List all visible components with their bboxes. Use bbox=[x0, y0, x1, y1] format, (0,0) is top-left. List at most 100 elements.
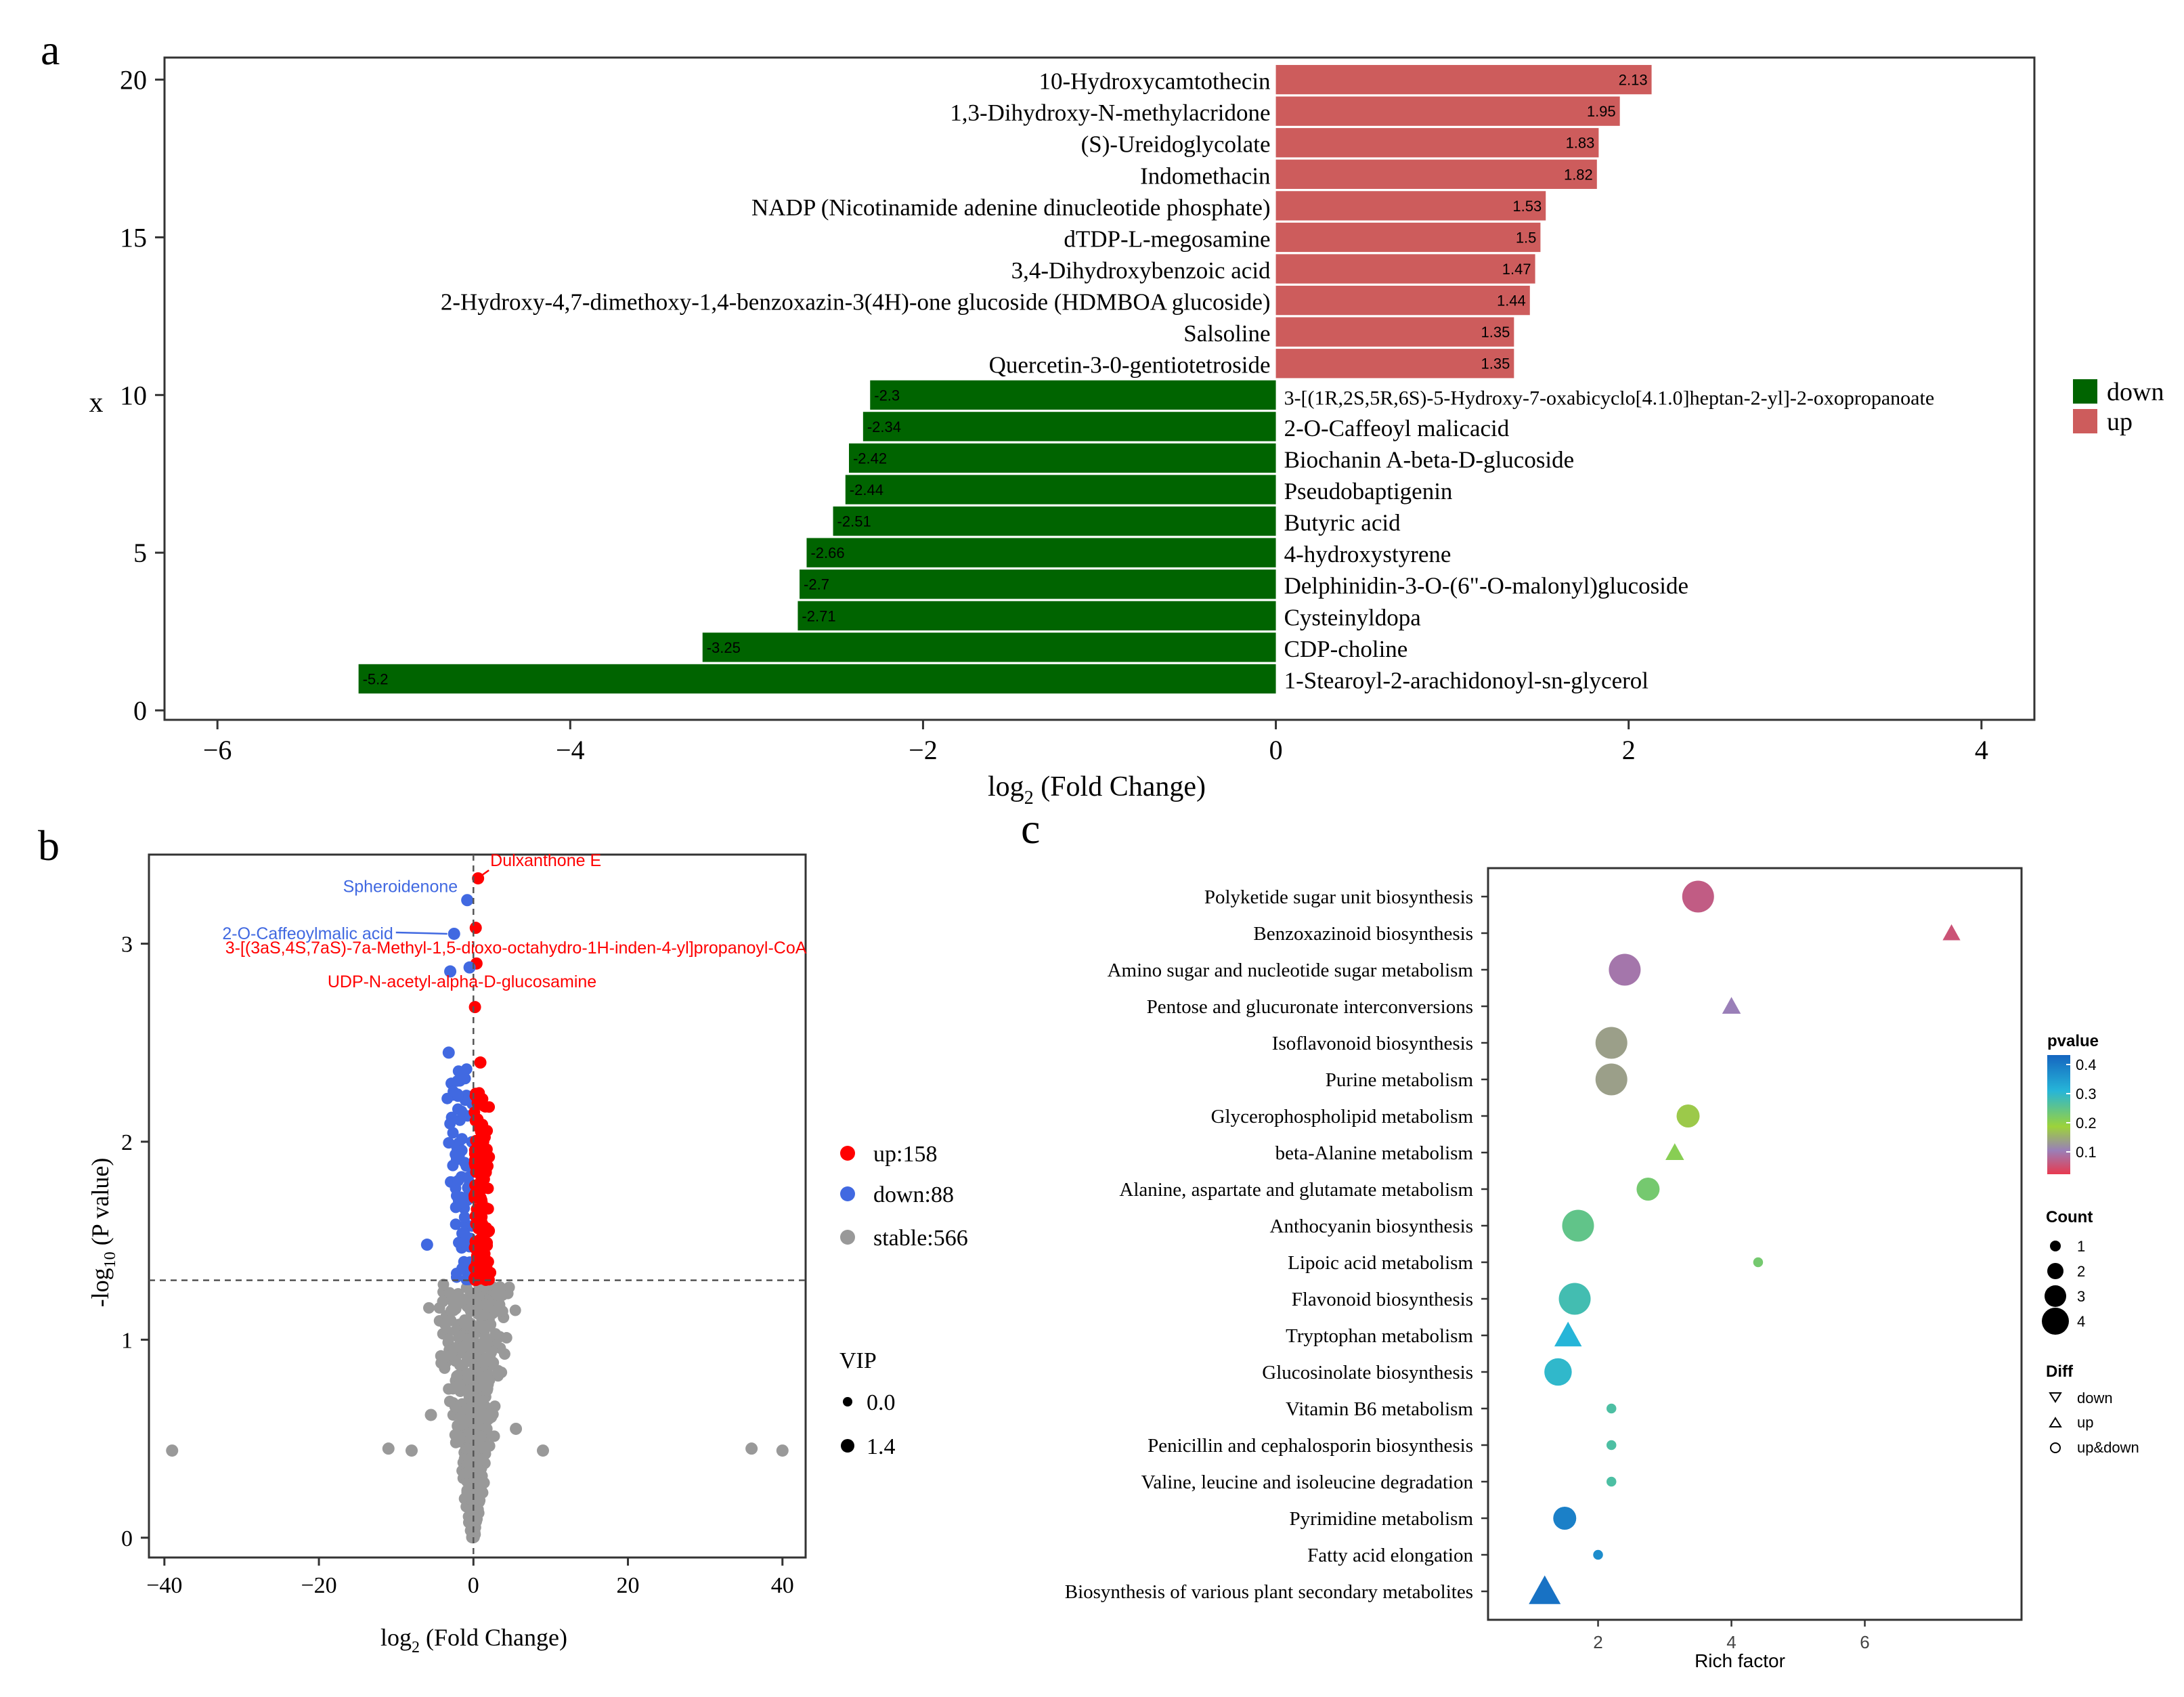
legend-diff-down-label: down bbox=[2077, 1390, 2113, 1406]
annotation-label: 2-O-Caffeoylmalic acid bbox=[222, 924, 393, 943]
bar-up bbox=[1275, 349, 1514, 379]
count-legend-label: 2 bbox=[2077, 1263, 2085, 1280]
pvalue-tick-label: 0.3 bbox=[2076, 1086, 2097, 1102]
pathway-label: Glucosinolate biosynthesis bbox=[1262, 1362, 1473, 1383]
volcano-point-stable bbox=[475, 1430, 487, 1442]
pathway-bubble bbox=[1595, 1027, 1628, 1059]
legend-diff-up-icon bbox=[2049, 1417, 2062, 1427]
volcano-point-stable bbox=[472, 1486, 484, 1498]
panel-b-y-tick-label: 0 bbox=[121, 1526, 133, 1551]
panel-c-pathway-labels: Polyketide sugar unit biosynthesis Benzox… bbox=[1065, 886, 1488, 1603]
panel-a-bars: 2.13 10-Hydroxycamtothecin 1.95 1,3-Dihydro… bbox=[358, 64, 1935, 693]
bar-value-label: 1.44 bbox=[1497, 293, 1526, 309]
count-legend-dot bbox=[2050, 1241, 2061, 1251]
metabolite-label: (S)-Ureidoglycolate bbox=[1081, 131, 1271, 158]
volcano-point-up bbox=[469, 922, 482, 935]
panel-b-plot-frame bbox=[148, 853, 807, 1559]
pathway-label: Pyrimidine metabolism bbox=[1290, 1508, 1474, 1530]
volcano-point-stable bbox=[382, 1442, 395, 1455]
volcano-point-stable bbox=[477, 1341, 489, 1353]
bar-up bbox=[1275, 96, 1620, 126]
volcano-point-stable bbox=[478, 1477, 490, 1489]
metabolite-label: Cysteinyldopa bbox=[1284, 604, 1422, 630]
panel-b-y-ticks: 0 1 2 3 bbox=[121, 932, 149, 1551]
bar-value-label: -3.25 bbox=[707, 639, 741, 656]
metabolite-label: 3,4-Dihydroxybenzoic acid bbox=[1011, 257, 1271, 284]
volcano-point-stable bbox=[437, 1279, 450, 1291]
bar-value-label: -2.51 bbox=[837, 513, 871, 530]
volcano-point-stable bbox=[483, 1440, 496, 1452]
volcano-point-down bbox=[450, 1218, 462, 1230]
volcano-point-stable bbox=[424, 1409, 437, 1421]
legend-down-count: down:88 bbox=[873, 1182, 954, 1207]
panel-c-x-ticks: 2 4 6 bbox=[1593, 1620, 1870, 1652]
bar-down bbox=[800, 570, 1276, 599]
bar-down bbox=[833, 506, 1276, 536]
panel-a-x-axis-title-sub: 2 bbox=[1024, 788, 1034, 809]
count-legend-label: 4 bbox=[2077, 1313, 2085, 1330]
legend-diff-updown-label: up&down bbox=[2077, 1439, 2139, 1456]
pathway-label: Polyketide sugar unit biosynthesis bbox=[1204, 886, 1473, 908]
metabolite-label: 2-O-Caffeoyl malicacid bbox=[1284, 415, 1510, 442]
volcano-point-stable bbox=[450, 1303, 462, 1315]
annotation-label: 3-[(3aS,4S,7aS)-7a-Methyl-1,5-dioxo-octa… bbox=[225, 939, 807, 958]
volcano-point-stable bbox=[463, 1352, 475, 1364]
panel-b-annotations: Dulxanthone E Spheroidenone 2-O-Caffeoylma… bbox=[222, 851, 806, 991]
pathway-label: Benzoxazinoid biosynthesis bbox=[1253, 923, 1473, 945]
panel-c-x-tick-label: 2 bbox=[1593, 1632, 1602, 1652]
panel-a-plot-frame bbox=[163, 56, 2036, 721]
volcano-point-down bbox=[443, 1137, 455, 1149]
panel-b-x-axis-title-sub: 2 bbox=[412, 1639, 420, 1656]
panel-b-x-ticks: −40 −20 0 20 40 bbox=[146, 1558, 794, 1598]
bar-up bbox=[1275, 128, 1599, 158]
count-legend-dot bbox=[2045, 1285, 2066, 1307]
legend-vip-large-dot bbox=[841, 1439, 854, 1453]
panel-a-x-ticks: −6 −4 −2 0 2 4 bbox=[203, 720, 1988, 765]
volcano-point-stable bbox=[509, 1304, 521, 1316]
metabolite-label: 3-[(1R,2S,5R,6S)-5-Hydroxy-7-oxabicyclo[… bbox=[1284, 387, 1935, 409]
panel-c-legend: pvalue 0.4 0.3 0.2 0.1 Count 1 2 3 4 Diff down… bbox=[2042, 1032, 2139, 1456]
count-legend-dot bbox=[2047, 1263, 2063, 1279]
bar-down bbox=[798, 601, 1276, 630]
bar-value-label: -2.3 bbox=[874, 387, 900, 404]
volcano-point-stable bbox=[437, 1295, 449, 1308]
panel-b-volcano-plot: Dulxanthone E Spheroidenone 2-O-Caffeoylma… bbox=[87, 851, 968, 1656]
metabolite-label: NADP (Nicotinamide adenine dinucleotide … bbox=[751, 194, 1271, 221]
bar-value-label: 1.5 bbox=[1516, 229, 1537, 246]
panel-a-y-tick-label: 10 bbox=[120, 380, 147, 410]
volcano-point-down bbox=[442, 1046, 455, 1059]
pathway-bubble bbox=[1544, 1358, 1572, 1386]
legend-stable-dot bbox=[840, 1230, 855, 1245]
pathway-label: Flavonoid biosynthesis bbox=[1292, 1289, 1473, 1310]
pvalue-tick-label: 0.4 bbox=[2076, 1056, 2097, 1073]
bar-value-label: -5.2 bbox=[363, 670, 389, 687]
volcano-point-up bbox=[479, 1131, 491, 1143]
volcano-point-stable bbox=[468, 1526, 481, 1539]
panel-c-x-tick-label: 6 bbox=[1860, 1632, 1869, 1652]
pathway-bubble bbox=[1682, 880, 1714, 913]
bar-value-label: -2.34 bbox=[867, 418, 901, 435]
bar-value-label: 1.47 bbox=[1502, 261, 1531, 278]
pathway-label: Tryptophan metabolism bbox=[1286, 1325, 1473, 1347]
volcano-point-stable bbox=[439, 1362, 451, 1374]
volcano-point-down bbox=[444, 965, 457, 978]
volcano-point-stable bbox=[475, 1395, 487, 1407]
bar-value-label: -2.66 bbox=[810, 544, 844, 561]
volcano-point-stable bbox=[464, 1317, 477, 1329]
legend-up-swatch bbox=[2073, 409, 2097, 433]
panel-b-x-tick-label: 20 bbox=[617, 1573, 640, 1598]
volcano-point-stable bbox=[458, 1402, 470, 1415]
volcano-point-down bbox=[456, 1133, 468, 1145]
volcano-point-down bbox=[452, 1088, 464, 1100]
pathway-triangle-up bbox=[1722, 997, 1741, 1014]
bar-value-label: 2.13 bbox=[1619, 72, 1648, 89]
metabolite-label: 10-Hydroxycamtothecin bbox=[1039, 68, 1270, 95]
legend-diff-title: Diff bbox=[2046, 1362, 2074, 1381]
pathway-label: Glycerophospholipid metabolism bbox=[1211, 1106, 1474, 1127]
legend-vip-large-label: 1.4 bbox=[867, 1434, 896, 1459]
pathway-label: Alanine, aspartate and glutamate metabol… bbox=[1119, 1179, 1473, 1201]
legend-down-dot bbox=[840, 1186, 855, 1201]
volcano-point-stable bbox=[537, 1444, 549, 1457]
bar-up bbox=[1275, 159, 1597, 189]
